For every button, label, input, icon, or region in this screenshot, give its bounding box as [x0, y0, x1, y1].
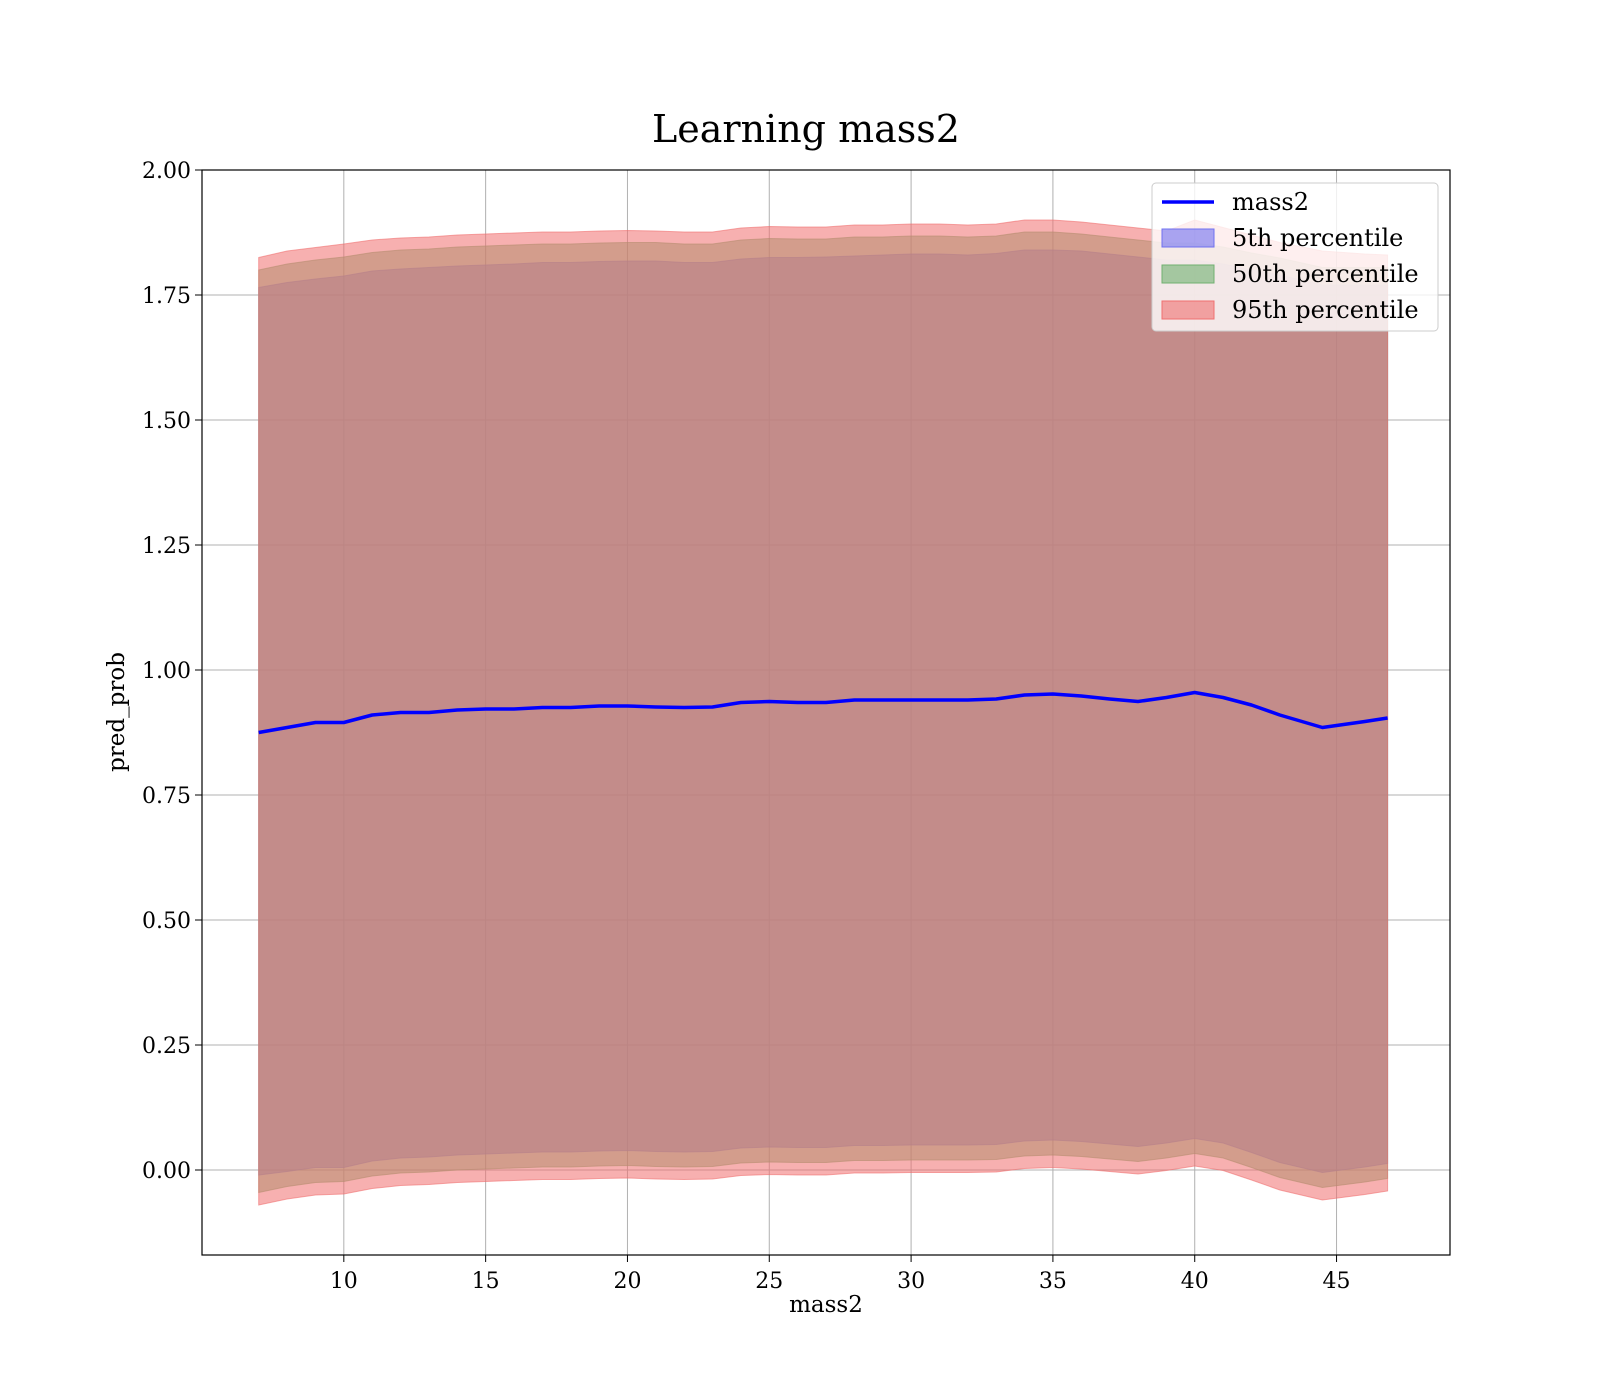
band-95th-percentile: [258, 219, 1389, 1206]
legend-swatch-5th-percentile: [1161, 228, 1215, 248]
x-tick-label: 10: [330, 1269, 358, 1294]
y-axis-ticks: 0.00 0.25 0.50 0.75 1.00 1.25 1.50 1.75 2.00: [142, 159, 202, 1184]
y-tick-label: 2.00: [142, 159, 191, 184]
y-tick-label: 1.50: [142, 409, 191, 434]
legend-label-5th-percentile: 5th percentile: [1232, 224, 1403, 252]
y-tick-label: 1.25: [142, 534, 191, 559]
y-tick-label: 1.75: [142, 284, 191, 309]
chart-title: Learning mass2: [652, 107, 960, 151]
x-axis-ticks: 10 15 20 25 30 35 40 45: [330, 1255, 1351, 1294]
x-tick-label: 15: [472, 1269, 500, 1294]
legend-swatch-95th-percentile: [1161, 300, 1215, 320]
series-line-mass2: [258, 690, 1388, 735]
line-layer: [258, 690, 1388, 735]
legend-box: [1151, 182, 1439, 332]
y-tick-label: 0.25: [142, 1034, 191, 1059]
x-tick-label: 45: [1323, 1269, 1351, 1294]
y-tick-label: 0.50: [142, 909, 191, 934]
x-tick-label: 25: [755, 1269, 783, 1294]
legend: mass2 5th percentile 50th percentile 95th p…: [1151, 182, 1439, 332]
y-tick-label: 0.75: [142, 784, 191, 809]
y-tick-label: 1.00: [142, 659, 191, 684]
plot-frame: [201, 169, 1451, 1256]
legend-label-mass2: mass2: [1232, 188, 1309, 216]
x-axis-label: mass2: [789, 1292, 863, 1318]
x-tick-label: 20: [613, 1269, 641, 1294]
y-axis-label: pred_prob: [104, 652, 130, 772]
legend-label-95th-percentile: 95th percentile: [1232, 296, 1419, 324]
legend-swatch-50th-percentile: [1161, 264, 1215, 284]
y-tick-label: 0.00: [142, 1159, 191, 1184]
x-tick-label: 30: [897, 1269, 925, 1294]
legend-label-50th-percentile: 50th percentile: [1232, 260, 1419, 288]
band-layer: [258, 219, 1389, 1206]
x-tick-label: 40: [1181, 1269, 1209, 1294]
x-tick-label: 35: [1039, 1269, 1067, 1294]
